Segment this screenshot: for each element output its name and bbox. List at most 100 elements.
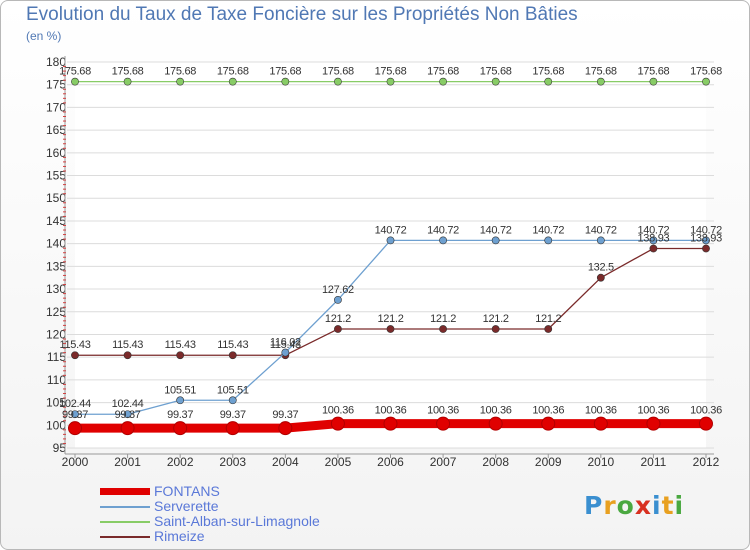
data-point bbox=[436, 416, 451, 431]
logo-letter: i bbox=[674, 491, 685, 520]
legend-label: Serverette bbox=[154, 498, 219, 514]
data-point bbox=[702, 77, 710, 86]
y-tick-label: 140 bbox=[46, 237, 66, 251]
x-tick-label: 2008 bbox=[482, 455, 509, 469]
logo-letter: t bbox=[661, 491, 675, 520]
data-point bbox=[544, 325, 553, 333]
x-tick-label: 2005 bbox=[325, 455, 352, 469]
data-label: 116.02 bbox=[270, 337, 301, 349]
data-label: 105.51 bbox=[217, 384, 249, 396]
data-point bbox=[71, 410, 79, 419]
logo-letter: r bbox=[603, 491, 617, 520]
data-label: 100.36 bbox=[322, 405, 354, 417]
y-tick-label: 105 bbox=[46, 396, 66, 410]
data-label: 175.68 bbox=[585, 66, 617, 78]
data-point bbox=[649, 77, 658, 86]
data-label: 132.5 bbox=[588, 262, 614, 274]
legend-label: FONTANS bbox=[154, 483, 220, 499]
data-label: 115.43 bbox=[165, 339, 196, 351]
legend-label: Rimeize bbox=[154, 528, 205, 544]
data-label: 140.72 bbox=[637, 224, 669, 236]
data-point bbox=[386, 325, 395, 333]
data-label: 175.68 bbox=[480, 66, 512, 78]
data-point bbox=[646, 416, 661, 431]
data-label: 99.37 bbox=[115, 409, 141, 421]
data-point bbox=[68, 421, 82, 436]
data-label: 121.2 bbox=[483, 313, 509, 325]
y-tick-label: 150 bbox=[46, 191, 66, 205]
data-point bbox=[176, 351, 185, 360]
data-point bbox=[596, 77, 605, 86]
y-tick-label: 170 bbox=[46, 100, 66, 114]
legend-swatch-rimeize bbox=[100, 536, 150, 538]
data-point bbox=[649, 236, 658, 245]
data-point bbox=[71, 77, 79, 86]
data-label: 121.2 bbox=[535, 313, 561, 325]
data-label: 121.2 bbox=[325, 313, 351, 325]
data-label: 140.72 bbox=[480, 224, 512, 236]
data-point bbox=[386, 77, 395, 86]
data-point bbox=[281, 348, 290, 357]
data-label: 115.43 bbox=[217, 339, 248, 351]
data-label: 115.43 bbox=[59, 339, 90, 351]
data-label: 140.72 bbox=[375, 224, 407, 236]
data-point bbox=[699, 416, 713, 431]
data-label: 100.36 bbox=[375, 405, 407, 417]
data-label: 175.68 bbox=[112, 66, 144, 78]
data-label: 175.68 bbox=[690, 66, 722, 78]
data-point bbox=[278, 421, 293, 436]
y-tick-label: 120 bbox=[46, 327, 66, 341]
data-label: 175.68 bbox=[532, 66, 564, 78]
data-label: 140.72 bbox=[427, 224, 459, 236]
logo-letter: o bbox=[616, 491, 635, 520]
data-point bbox=[491, 77, 500, 86]
data-point bbox=[593, 416, 608, 431]
data-point bbox=[228, 396, 237, 405]
data-point bbox=[330, 416, 345, 431]
data-point bbox=[123, 410, 132, 419]
y-tick-label: 155 bbox=[46, 169, 66, 183]
plot-area bbox=[75, 62, 706, 448]
data-label: 100.36 bbox=[480, 405, 512, 417]
data-point bbox=[225, 421, 240, 436]
data-label: 175.68 bbox=[375, 66, 407, 78]
data-label: 99.37 bbox=[62, 409, 88, 421]
data-label: 140.72 bbox=[585, 224, 617, 236]
logo-letter: i bbox=[652, 491, 662, 520]
x-tick-label: 2006 bbox=[377, 455, 404, 469]
data-point bbox=[334, 295, 342, 304]
data-label: 138.93 bbox=[637, 233, 669, 245]
data-label: 99.37 bbox=[220, 409, 246, 421]
legend-swatch-saint-alban bbox=[100, 521, 150, 523]
data-point bbox=[544, 77, 553, 86]
y-tick-label: 100 bbox=[46, 418, 66, 432]
y-tick-label: 115 bbox=[47, 350, 66, 364]
data-point bbox=[281, 77, 290, 86]
y-tick-label: 175 bbox=[46, 78, 66, 92]
chart-title: Evolution du Taux de Taxe Foncière sur l… bbox=[26, 4, 578, 25]
data-label: 100.36 bbox=[427, 405, 459, 417]
x-tick-label: 2012 bbox=[693, 455, 720, 469]
data-label: 121.2 bbox=[430, 313, 456, 325]
y-tick-label: 160 bbox=[46, 146, 66, 160]
data-point bbox=[596, 273, 605, 282]
data-point bbox=[649, 244, 658, 253]
data-label: 100.36 bbox=[585, 405, 617, 417]
data-label: 175.68 bbox=[164, 66, 196, 78]
y-axis-unit: (en %) bbox=[26, 29, 62, 43]
legend-swatch-fontans bbox=[100, 488, 150, 495]
proxiti-logo: Proxiti bbox=[584, 491, 684, 520]
x-tick-label: 2003 bbox=[219, 455, 246, 469]
data-point bbox=[491, 325, 500, 333]
data-label: 127.62 bbox=[322, 284, 354, 296]
x-tick-label: 2001 bbox=[114, 455, 141, 469]
x-tick-label: 2000 bbox=[62, 455, 89, 469]
data-point bbox=[386, 236, 395, 245]
data-point bbox=[334, 325, 342, 333]
data-point bbox=[544, 236, 553, 245]
data-point bbox=[702, 236, 710, 245]
data-label: 102.44 bbox=[112, 398, 144, 410]
x-tick-label: 2002 bbox=[167, 455, 194, 469]
data-label: 100.36 bbox=[532, 405, 564, 417]
data-point bbox=[176, 396, 185, 405]
